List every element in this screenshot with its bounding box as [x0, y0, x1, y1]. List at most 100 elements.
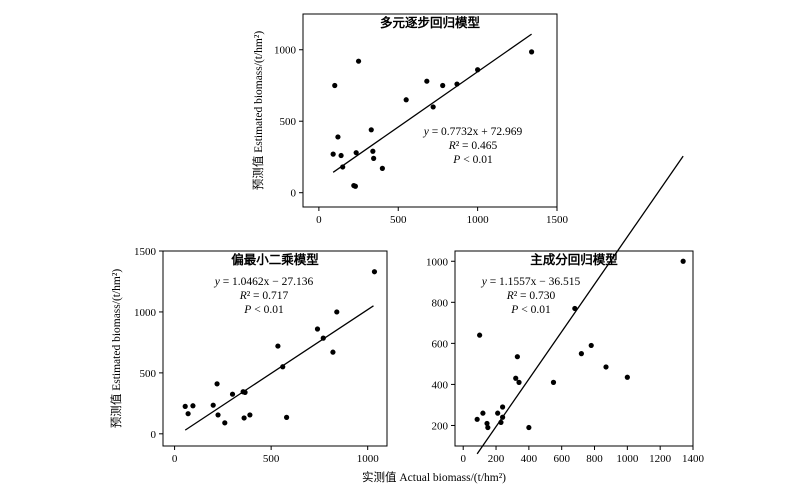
data-point [229, 391, 236, 397]
y-tick-label: 0 [151, 429, 157, 441]
x-tick-label: 200 [488, 453, 505, 465]
data-point [370, 148, 376, 154]
data-point [242, 389, 248, 395]
data-point [190, 403, 196, 409]
x-axis-label: 实测值 Actual biomass/(t/hm²) [362, 470, 506, 484]
data-point [440, 82, 446, 89]
data-point [352, 183, 358, 189]
data-point [247, 412, 253, 418]
p-value-label: P < 0.01 [452, 154, 493, 166]
x-tick-label: 1400 [682, 453, 705, 465]
chart-title: 偏最小二乘模型 [231, 252, 319, 267]
chart-panel-3: 主成分回归模型 0 200 400 600 800 1000 1200 1400 200 400 60… [426, 155, 705, 465]
y-tick-label: 1000 [134, 307, 157, 319]
x-tick-label: 1000 [467, 214, 490, 226]
x-tick-label: 800 [586, 453, 603, 465]
data-point [330, 349, 336, 355]
r-squared-label: R² = 0.730 [506, 290, 556, 302]
data-point [500, 404, 506, 410]
regression-line [184, 305, 374, 431]
data-point [371, 155, 377, 161]
data-point [513, 375, 519, 381]
data-point [498, 419, 504, 425]
data-point [474, 416, 480, 422]
data-point [332, 82, 338, 89]
data-point [485, 424, 491, 431]
chart-title: 多元逐步回归模型 [380, 15, 481, 30]
y-tick-label: 600 [432, 338, 449, 350]
data-point [550, 379, 557, 385]
data-point [222, 420, 228, 426]
data-point [185, 411, 191, 417]
regression-line [332, 33, 532, 173]
data-point [477, 332, 483, 338]
y-tick-label: 1000 [426, 256, 449, 268]
plot-frame [162, 250, 388, 447]
data-point [355, 58, 362, 64]
plot-frame [454, 250, 694, 447]
plot-frame [302, 13, 558, 208]
data-point [480, 410, 486, 416]
x-tick-label: 1200 [649, 453, 672, 465]
x-tick-label: 0 [460, 453, 466, 465]
data-point [379, 165, 385, 171]
data-point [475, 67, 481, 73]
r-squared-label: R² = 0.717 [239, 290, 289, 302]
y-axis-label: 预测值 Estimated biomass/(t/hm²) [252, 31, 265, 190]
x-tick-label: 1500 [546, 214, 569, 226]
data-point [338, 152, 344, 159]
r-squared-label: R² = 0.465 [448, 140, 498, 152]
data-point [353, 150, 359, 156]
data-point [516, 379, 522, 385]
x-tick-label: 0 [316, 214, 322, 226]
x-tick-label: 1000 [616, 453, 639, 465]
data-point [514, 354, 520, 360]
data-point [424, 78, 430, 84]
x-tick-label: 500 [263, 453, 280, 465]
chart-panel-1: 多元逐步回归模型 0 500 1000 1500 0 500 1000 预测值 Estimate… [252, 13, 569, 226]
x-tick-label: 600 [553, 453, 570, 465]
chart-title: 主成分回归模型 [530, 252, 618, 267]
data-point [500, 414, 506, 420]
regression-line [476, 155, 684, 455]
data-point [215, 412, 221, 418]
data-point [454, 81, 460, 87]
y-tick-label: 0 [291, 188, 297, 200]
regression-equation: y = 0.7732x + 72.969 [423, 126, 523, 138]
y-tick-label: 400 [432, 379, 449, 391]
data-point [526, 424, 532, 431]
data-point [578, 351, 584, 357]
data-point [214, 381, 220, 387]
y-tick-label: 500 [140, 368, 157, 380]
data-point [529, 49, 535, 55]
data-point [241, 415, 247, 421]
x-tick-label: 400 [521, 453, 538, 465]
data-point [603, 364, 609, 370]
data-point [403, 97, 409, 103]
y-tick-label: 500 [280, 116, 297, 128]
data-point [283, 414, 290, 420]
y-tick-label: 1000 [274, 45, 297, 57]
data-point [330, 151, 336, 157]
data-point [588, 342, 594, 349]
x-tick-label: 500 [390, 214, 407, 226]
data-point [368, 127, 374, 133]
data-point [430, 104, 436, 110]
y-tick-label: 200 [432, 420, 449, 432]
data-point [624, 374, 630, 380]
p-value-label: P < 0.01 [243, 304, 284, 316]
data-point [680, 258, 686, 264]
data-point [314, 326, 321, 332]
chart-panel-2: 偏最小二乘模型 0 500 1000 0 500 1000 1500 预测值 Estimated… [110, 246, 388, 465]
data-point [484, 420, 490, 427]
data-point [371, 269, 378, 275]
data-point [572, 305, 578, 312]
x-tick-label: 1000 [357, 453, 380, 465]
p-value-label: P < 0.01 [510, 304, 551, 316]
x-tick-label: 0 [172, 453, 178, 465]
data-point [280, 364, 286, 370]
data-point [275, 343, 281, 349]
y-tick-label: 800 [432, 297, 449, 309]
data-point [335, 134, 341, 140]
